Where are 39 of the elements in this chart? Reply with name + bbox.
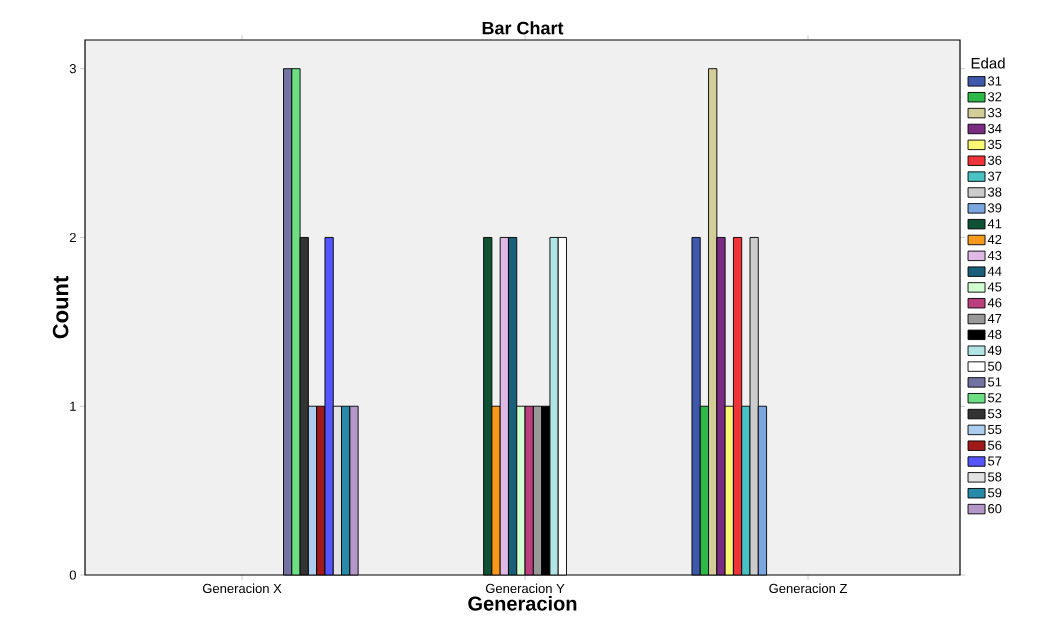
- legend-label: 33: [987, 108, 1002, 118]
- legend-label: 43: [987, 250, 1002, 261]
- y-tick-label: 2: [69, 232, 76, 242]
- legend-label: 39: [987, 203, 1002, 213]
- y-tick-label: 3: [69, 64, 76, 74]
- legend-label: 41: [987, 219, 1002, 229]
- legend-label: 45: [987, 282, 1002, 292]
- legend-label: 57: [988, 456, 1002, 466]
- x-tick-label: Generacion X: [202, 583, 282, 594]
- legend-label: 31: [987, 76, 1002, 86]
- legend-label: 47: [987, 314, 1002, 323]
- x-axis-title: Generacion: [468, 595, 577, 611]
- legend-label: 56: [988, 440, 1002, 450]
- legend-label: 53: [988, 409, 1002, 419]
- legend-label: 35: [987, 139, 1002, 150]
- legend-label: 38: [987, 187, 1002, 197]
- legend-label: 32: [987, 92, 1002, 102]
- legend-label: 60: [988, 504, 1002, 514]
- legend-label: 52: [988, 393, 1002, 403]
- y-axis-title: Count: [52, 276, 69, 339]
- legend-label: 44: [987, 266, 1002, 276]
- x-tick-label: Generacion Z: [769, 583, 847, 594]
- legend-label: 34: [987, 123, 1002, 134]
- legend-label: 49: [987, 345, 1002, 355]
- legend-title: Edad: [971, 57, 1005, 69]
- legend-label: 36: [987, 155, 1002, 165]
- legend-label: 55: [988, 424, 1002, 434]
- legend-label: 42: [987, 234, 1002, 245]
- legend-label: 59: [988, 488, 1002, 498]
- x-tick-label: Generacion Y: [485, 583, 565, 594]
- legend-label: 50: [988, 361, 1002, 371]
- legend-label: 51: [988, 377, 1002, 387]
- legend-label: 37: [987, 171, 1002, 181]
- legend-label: 48: [987, 329, 1002, 339]
- y-tick-label: 0: [69, 570, 76, 580]
- legend-label: 46: [987, 298, 1002, 308]
- y-tick-label: 1: [70, 401, 76, 411]
- legend-label: 58: [988, 472, 1002, 482]
- chart-title: Bar Chart: [482, 21, 564, 35]
